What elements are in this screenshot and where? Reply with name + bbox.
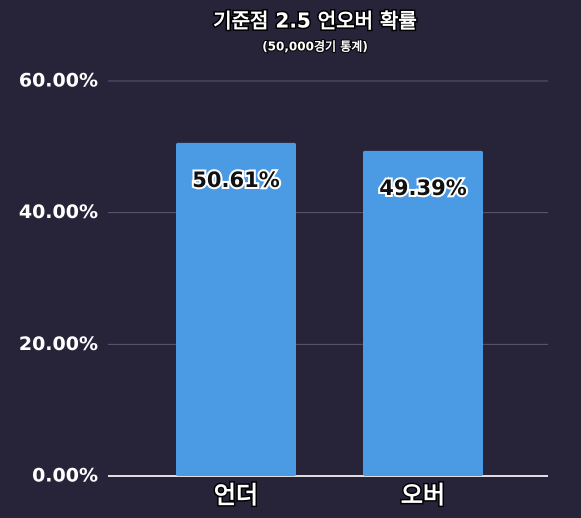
value-label: 50.61% <box>192 168 279 192</box>
bar <box>176 142 296 476</box>
x-tick-label: 언더 <box>214 481 258 509</box>
x-tick-label: 오버 <box>401 481 445 509</box>
chart-title: 기준점 2.5 언오버 확률 <box>213 9 417 33</box>
bar <box>363 150 483 476</box>
y-tick-label: 60.00% <box>19 70 98 92</box>
y-tick-label: 20.00% <box>19 333 98 355</box>
y-tick-label: 40.00% <box>19 201 98 223</box>
chart-subtitle: (50,000경기 통계) <box>262 39 368 54</box>
value-label: 49.39% <box>379 176 466 200</box>
y-tick-label: 0.00% <box>32 465 98 487</box>
